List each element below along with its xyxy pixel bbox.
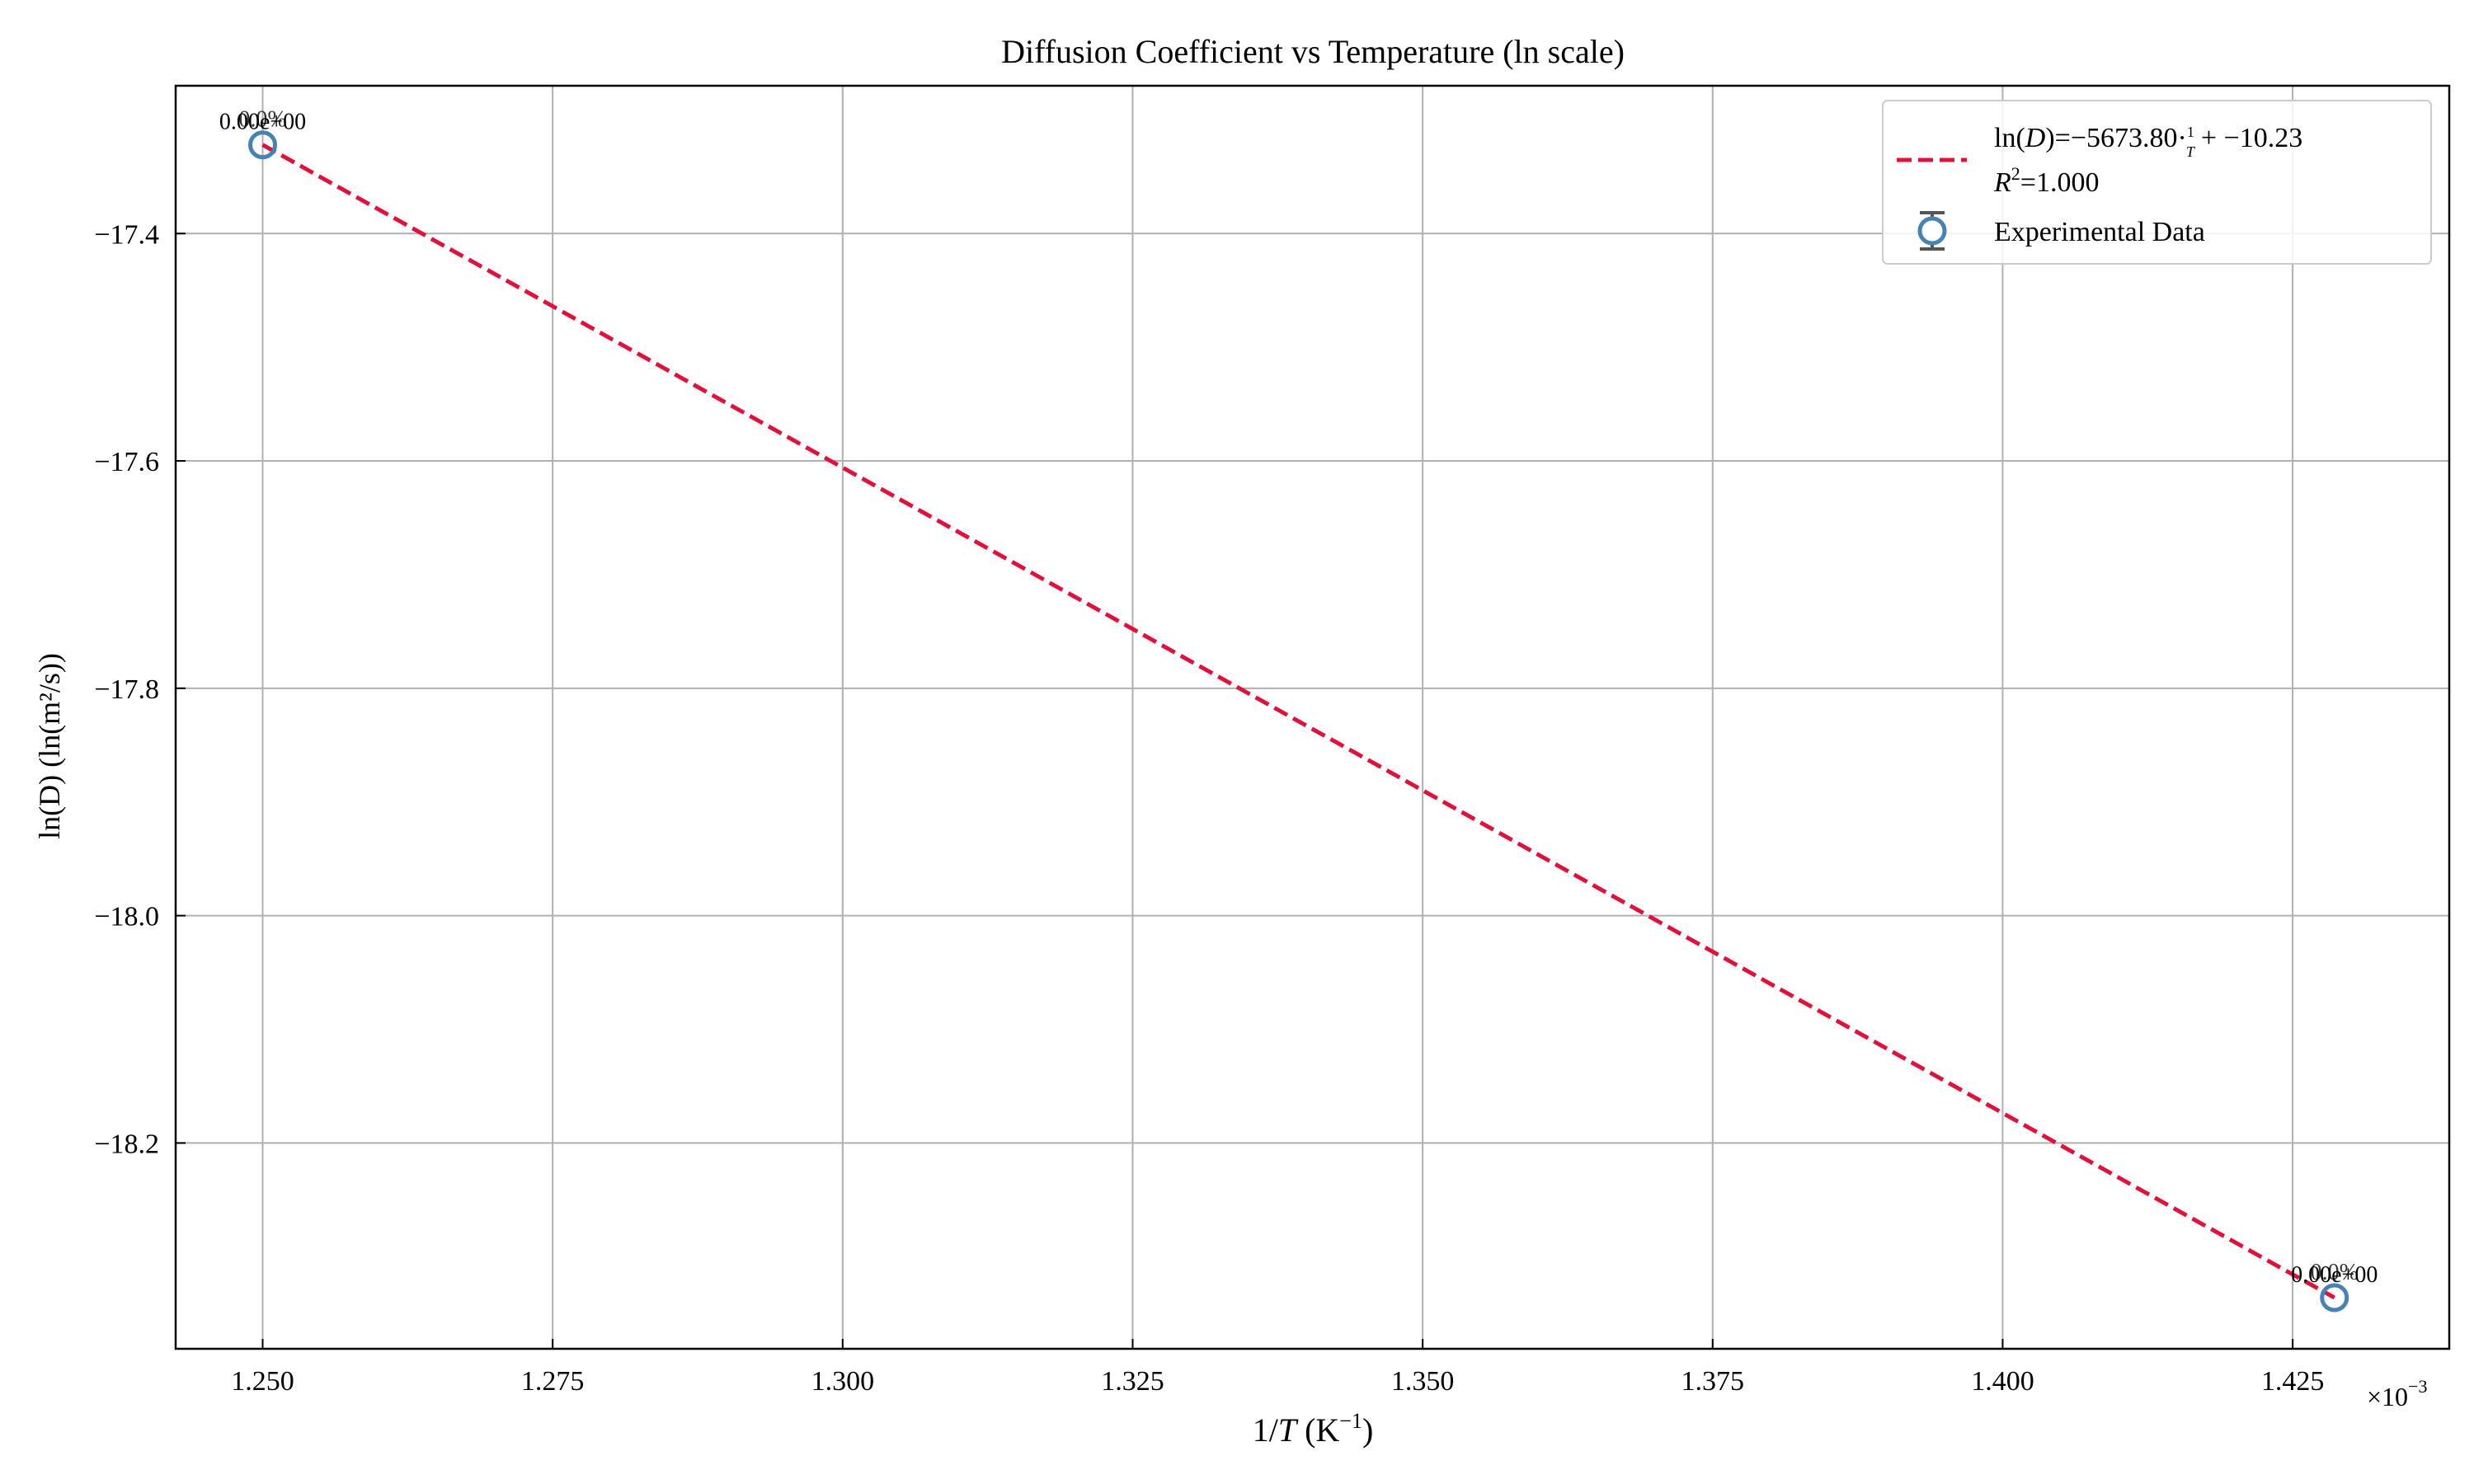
legend-fit-equation: ln(D)=−5673.80·1 T + −10.23	[1994, 123, 2302, 160]
legend-r-var: R	[1993, 167, 2011, 198]
y-tick-label: −18.2	[94, 1129, 159, 1159]
x-tick-label: 1.250	[231, 1366, 294, 1397]
grid-lines	[176, 86, 2449, 1349]
y-tick-label: −17.8	[94, 674, 159, 705]
legend-marker	[1917, 216, 1947, 246]
x-tick-label: 1.300	[811, 1366, 875, 1397]
legend-r-sup: 2	[2011, 163, 2020, 184]
legend-eq-frac-den: T	[2186, 143, 2196, 160]
plot-series: 0.0%0.00e+000.0%0.00e+00	[219, 107, 2378, 1313]
data-point	[2320, 1283, 2349, 1313]
x-tick-label: 1.400	[1971, 1366, 2034, 1397]
legend-r-squared: R2=1.000	[1993, 163, 2099, 198]
data-point-percent-label: 0.0%	[2311, 1260, 2359, 1285]
y-tick-label: −17.4	[94, 219, 159, 250]
chart-title: Diffusion Coefficient vs Temperature (ln…	[1001, 33, 1625, 70]
x-axis-label-exponent: −1	[1339, 1409, 1362, 1433]
data-point-percent-label: 0.0%	[238, 107, 286, 133]
x-axis-label-prefix: 1/	[1253, 1411, 1279, 1449]
y-tick-label: −18.0	[94, 902, 159, 932]
data-point-value-label: 0.00e+00	[2291, 1262, 2378, 1288]
legend-eq-tail: + −10.23	[2201, 123, 2302, 153]
legend-r-tail: =1.000	[2020, 167, 2100, 198]
x-tick-label: 1.425	[2261, 1366, 2325, 1397]
x-tick-label: 1.350	[1391, 1366, 1455, 1397]
legend-box	[1882, 100, 2432, 265]
plot-frame	[174, 84, 2451, 1350]
legend: ln(D)=−5673.80·1 T + −10.23 R2=1.000 Exper…	[1882, 100, 2432, 265]
legend-eq-var: D	[2025, 123, 2046, 153]
x-tick-label: 1.275	[521, 1366, 585, 1397]
fit-line	[261, 143, 2335, 1300]
y-tick-label: −17.6	[94, 447, 159, 477]
legend-experimental-label: Experimental Data	[1994, 217, 2205, 247]
y-axis-label: ln(D) (ln(m²/s))	[33, 653, 66, 839]
legend-eq-rhs: )=−5673.80·	[2045, 123, 2187, 153]
x-axis-scale-base: ×10	[2367, 1382, 2408, 1411]
x-tick-label: 1.375	[1681, 1366, 1745, 1397]
data-point-value-label: 0.00e+00	[219, 110, 306, 135]
x-axis-label-unit: (K	[1296, 1411, 1339, 1449]
x-axis-scale-exponent: −3	[2408, 1376, 2427, 1397]
x-axis-label-close: )	[1362, 1411, 1373, 1449]
legend-eq-frac-num: 1	[2187, 124, 2194, 140]
axis-ticks: 1.250 1.275 1.300 1.325 1.350 1.375 1.400 1.425…	[94, 219, 2324, 1397]
x-axis-scale-factor: ×10−3	[2367, 1376, 2427, 1411]
x-tick-label: 1.325	[1101, 1366, 1164, 1397]
legend-eq-lhs: ln(	[1994, 123, 2025, 153]
x-axis-label-variable: T	[1278, 1411, 1299, 1449]
x-axis-label: 1/T (K−1)	[1253, 1409, 1374, 1449]
data-point	[247, 130, 277, 160]
